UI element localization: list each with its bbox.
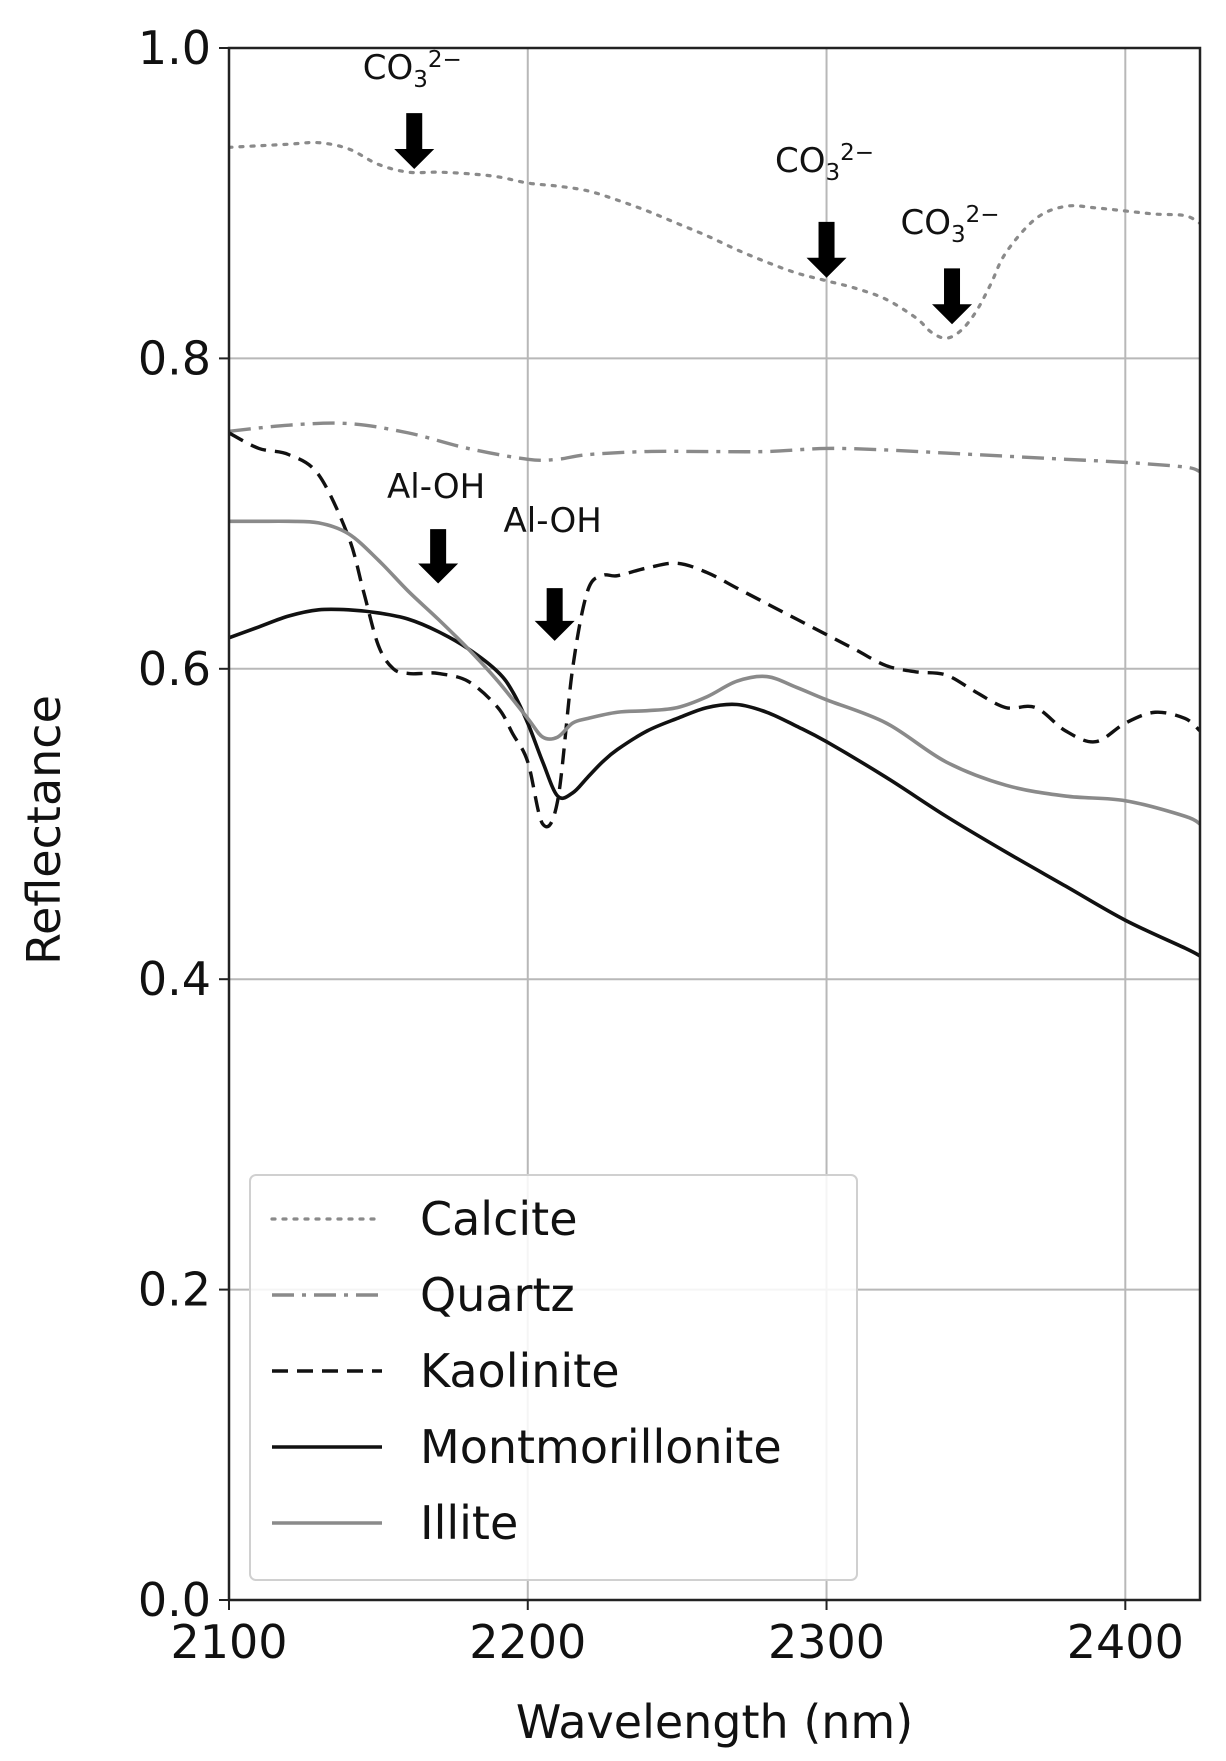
annotation-label: CO32− (775, 140, 874, 186)
series-line-montmorillonite (229, 607, 1200, 958)
legend-label-kaolinite: Kaolinite (420, 1344, 620, 1398)
x-tick-label: 2200 (469, 1615, 586, 1669)
plot-frame (227, 46, 1202, 1602)
down-arrow-icon (534, 588, 575, 641)
annotation-label: Al-OH (387, 467, 485, 507)
y-axis-title: Reflectance (17, 695, 71, 965)
y-tick-label: 0.2 (138, 1263, 211, 1317)
x-axis-title: Wavelength (nm) (516, 1695, 913, 1749)
axis-ticks: 2100 2200 2300 2400 0.0 0.2 0.4 0.6 0.8 1.0 (138, 21, 1184, 1669)
series-lines (229, 140, 1200, 958)
legend-label-quartz: Quartz (420, 1268, 575, 1322)
series-line-illite (229, 519, 1200, 826)
annotation-label: CO32− (900, 202, 999, 248)
legend-box (249, 1174, 858, 1581)
down-arrow-icon (932, 268, 973, 325)
legend: Calcite Quartz Kaolinite Montmorillonite Ill… (249, 1174, 858, 1581)
down-arrow-icon (394, 113, 435, 170)
annotations: CO32− CO32− CO32− Al-OH Al-OH (363, 47, 1000, 641)
annotation-label: CO32− (363, 47, 462, 93)
y-tick-label: 0.4 (138, 952, 211, 1006)
x-tick-label: 2300 (768, 1615, 885, 1669)
y-tick-label: 0.6 (138, 642, 211, 696)
legend-label-calcite: Calcite (420, 1192, 578, 1246)
x-tick-label: 2400 (1067, 1615, 1184, 1669)
series-line-calcite (229, 140, 1200, 340)
down-arrow-icon (806, 221, 847, 278)
annotation-label: Al-OH (504, 501, 602, 541)
down-arrow-icon (418, 529, 459, 584)
legend-label-illite: Illite (420, 1496, 518, 1550)
x-tick-label: 2100 (170, 1615, 287, 1669)
y-tick-label: 0.0 (138, 1573, 211, 1627)
series-line-quartz (229, 421, 1200, 474)
y-tick-label: 1.0 (138, 21, 211, 75)
y-tick-label: 0.8 (138, 331, 211, 385)
series-line-kaolinite (229, 431, 1200, 829)
legend-label-montmorillonite: Montmorillonite (420, 1420, 782, 1474)
